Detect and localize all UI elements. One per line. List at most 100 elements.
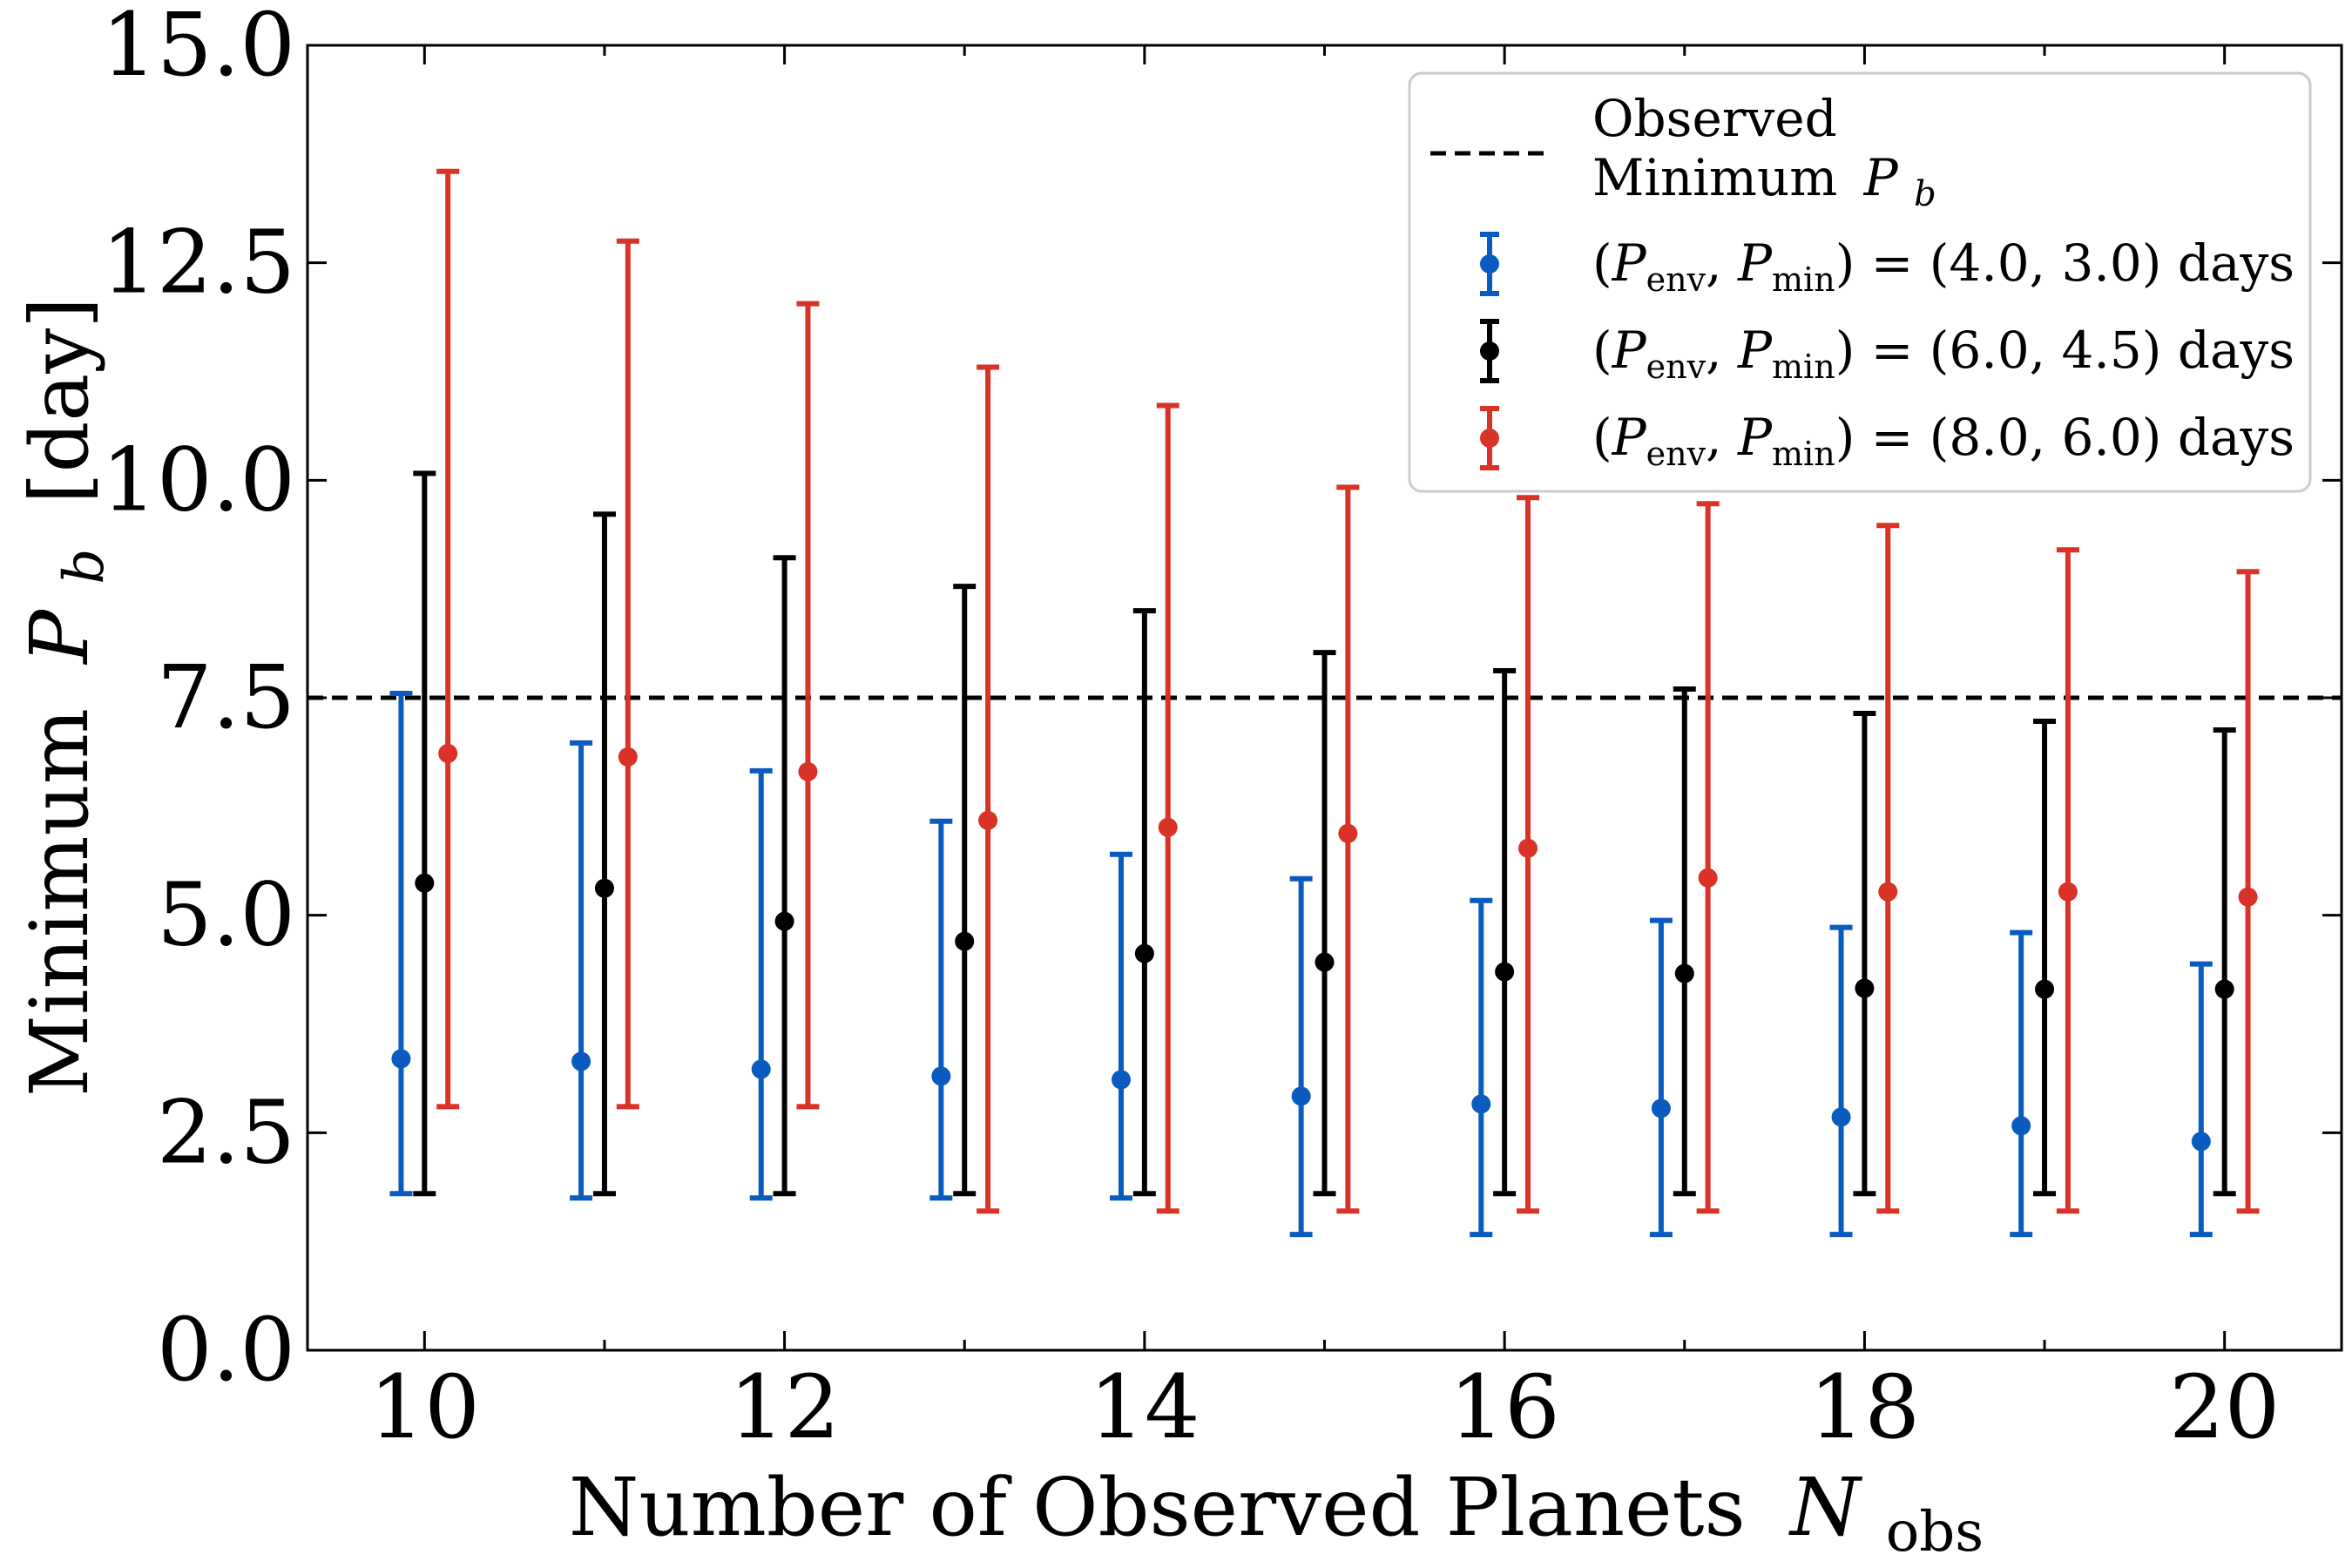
legend-label-part: P bbox=[1737, 233, 1773, 293]
legend-label-minimum-symbol: P bbox=[1863, 148, 1899, 207]
data-point bbox=[1878, 882, 1898, 902]
data-point bbox=[1855, 978, 1875, 998]
data-point bbox=[751, 1059, 771, 1079]
x-axis-label-symbol: N bbox=[1788, 1461, 1863, 1554]
y-tick-label: 12.5 bbox=[101, 212, 295, 314]
legend-label-minimum-line2: Minimum bbox=[1592, 148, 1837, 207]
data-point bbox=[415, 873, 435, 893]
legend-label-part: env bbox=[1646, 435, 1707, 473]
data-point bbox=[2035, 979, 2055, 999]
data-point bbox=[2214, 979, 2234, 999]
y-tick-label: 7.5 bbox=[157, 646, 295, 748]
data-point bbox=[618, 747, 638, 767]
data-point bbox=[931, 1066, 951, 1086]
data-point bbox=[1674, 963, 1694, 983]
x-tick-label: 18 bbox=[1809, 1356, 1920, 1458]
data-point bbox=[1112, 1070, 1131, 1090]
legend-label-part: env bbox=[1646, 260, 1707, 299]
data-point bbox=[1158, 817, 1178, 837]
y-axis-label-symbol: P bbox=[13, 608, 106, 666]
x-axis-label-subscript: obs bbox=[1886, 1500, 1984, 1565]
data-point bbox=[1698, 868, 1718, 888]
y-tick-label: 2.5 bbox=[157, 1081, 295, 1183]
legend-label-observed: Observed bbox=[1592, 89, 1837, 148]
data-point bbox=[1471, 1094, 1491, 1114]
data-point bbox=[1291, 1086, 1311, 1106]
legend-label-part: , bbox=[1706, 233, 1738, 293]
legend-label-part: , bbox=[1706, 408, 1738, 467]
series-2 bbox=[413, 470, 2236, 1197]
x-axis-label: Number of Observed Planets N obs bbox=[569, 1461, 1984, 1565]
legend-label-part: ( bbox=[1592, 233, 1612, 293]
series-3 bbox=[436, 168, 2260, 1214]
data-point bbox=[798, 761, 818, 781]
legend-label-part: P bbox=[1612, 408, 1647, 467]
data-point bbox=[391, 1049, 411, 1069]
legend-swatch-point bbox=[1480, 254, 1499, 274]
data-point bbox=[1134, 943, 1154, 963]
data-point bbox=[774, 911, 794, 931]
data-point bbox=[2011, 1116, 2031, 1136]
legend-entry-3: (Penv, Pmin) = (8.0, 6.0) days bbox=[1480, 406, 2295, 473]
data-point bbox=[2058, 882, 2078, 902]
legend-label-observed-line1: Observed bbox=[1592, 89, 1837, 148]
data-point bbox=[955, 931, 975, 951]
legend-label-part: min bbox=[1772, 260, 1835, 299]
y-axis-label: Minimum P b [day] bbox=[13, 297, 122, 1097]
data-point bbox=[571, 1051, 591, 1071]
data-point bbox=[1315, 952, 1335, 972]
legend-label-part: P bbox=[1737, 321, 1773, 380]
legend-label-part: P bbox=[1612, 233, 1647, 293]
legend-label-part: min bbox=[1772, 348, 1835, 386]
data-point bbox=[1338, 823, 1358, 843]
legend-series-entries: (Penv, Pmin) = (4.0, 3.0) days(Penv, Pmi… bbox=[1480, 232, 2295, 473]
legend-label-part: ( bbox=[1592, 321, 1612, 380]
y-axis-label-unit: [day] bbox=[13, 297, 106, 504]
data-point bbox=[2238, 887, 2258, 907]
y-tick-label: 10.0 bbox=[101, 429, 295, 531]
legend-label-part: ) = (6.0, 4.5) days bbox=[1835, 321, 2295, 380]
legend-swatch-point bbox=[1480, 429, 1499, 448]
legend-frame bbox=[1408, 71, 2312, 493]
data-point bbox=[1831, 1107, 1851, 1127]
legend-label-part: min bbox=[1772, 435, 1835, 473]
x-tick-label: 20 bbox=[2169, 1356, 2280, 1458]
data-point bbox=[1651, 1098, 1671, 1119]
data-point bbox=[1495, 962, 1515, 982]
y-tick-label: 15.0 bbox=[101, 0, 295, 96]
legend-label: (Penv, Pmin) = (8.0, 6.0) days bbox=[1592, 408, 2295, 473]
legend-label-part: ( bbox=[1592, 408, 1612, 467]
legend-swatch-point bbox=[1480, 341, 1499, 361]
y-tick-label: 0.0 bbox=[157, 1299, 295, 1401]
y-axis-label-text: Minimum bbox=[13, 708, 106, 1097]
legend-label: (Penv, Pmin) = (4.0, 3.0) days bbox=[1592, 233, 2295, 299]
y-tick-label: 5.0 bbox=[157, 864, 295, 966]
data-point bbox=[594, 878, 614, 898]
legend-entry-2: (Penv, Pmin) = (6.0, 4.5) days bbox=[1480, 319, 2295, 386]
legend-label-part: P bbox=[1612, 321, 1647, 380]
legend-label-minimum: Minimum P b bbox=[1592, 148, 1936, 214]
data-point bbox=[1518, 838, 1538, 858]
legend: Observed Minimum P b (Penv, Pmin) = (4.0… bbox=[1408, 71, 2312, 493]
x-tick-label: 12 bbox=[729, 1356, 840, 1458]
data-point bbox=[2191, 1132, 2211, 1152]
legend-label-part: ) = (4.0, 3.0) days bbox=[1835, 233, 2295, 293]
legend-label-part: ) = (8.0, 6.0) days bbox=[1835, 408, 2295, 467]
data-point bbox=[438, 743, 458, 763]
legend-label-part: P bbox=[1737, 408, 1773, 467]
legend-label-minimum-subscript: b bbox=[1914, 174, 1936, 214]
series-layer bbox=[389, 168, 2260, 1238]
legend-label-part: , bbox=[1706, 321, 1738, 380]
axes: 10 12 14 16 18 20 0.0 2.5 5.0 7.5 10.0 12.5 15.0 bbox=[101, 0, 2343, 1458]
x-tick-label: 14 bbox=[1089, 1356, 1200, 1458]
x-tick-label: 10 bbox=[369, 1356, 480, 1458]
y-axis-label-subscript: b bbox=[52, 549, 117, 585]
legend-entry-1: (Penv, Pmin) = (4.0, 3.0) days bbox=[1480, 232, 2295, 299]
x-tick-label: 16 bbox=[1450, 1356, 1560, 1458]
legend-label-part: env bbox=[1646, 348, 1707, 386]
data-point bbox=[978, 810, 998, 830]
x-axis-label-text: Number of Observed Planets bbox=[569, 1461, 1746, 1554]
legend-label: (Penv, Pmin) = (6.0, 4.5) days bbox=[1592, 321, 2295, 386]
series-1 bbox=[389, 691, 2213, 1238]
